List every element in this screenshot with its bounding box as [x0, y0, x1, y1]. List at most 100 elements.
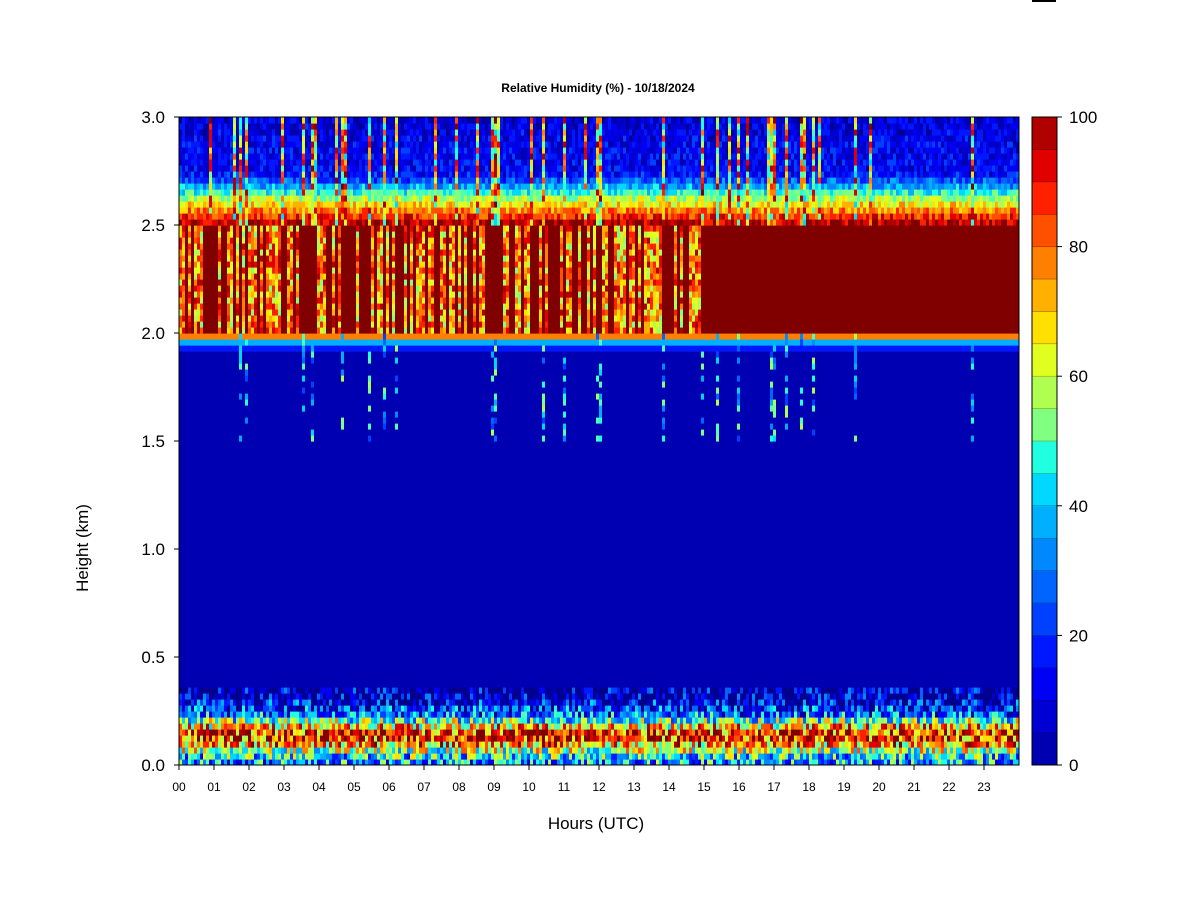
heat-cell	[224, 759, 228, 765]
heat-cell	[233, 591, 237, 598]
heat-cell	[185, 555, 189, 562]
heat-cell	[197, 681, 201, 688]
heat-cell	[215, 699, 219, 706]
heat-cell	[191, 225, 195, 232]
heat-cell	[200, 495, 204, 502]
heat-cell	[206, 441, 210, 448]
heat-cell	[209, 621, 213, 628]
heat-cell	[191, 117, 195, 124]
heat-cell	[218, 519, 222, 526]
heat-cell	[218, 459, 222, 466]
heat-cell	[182, 219, 186, 226]
heat-cell	[218, 435, 222, 442]
heat-cell	[197, 279, 201, 286]
heat-cell	[197, 237, 201, 244]
heat-cell	[212, 531, 216, 538]
heat-cell	[188, 579, 192, 586]
heat-cell	[218, 141, 222, 148]
heat-cell	[209, 477, 213, 484]
heat-cell	[227, 723, 231, 730]
heat-cell	[191, 159, 195, 166]
heat-cell	[200, 591, 204, 598]
heat-cell	[221, 693, 225, 700]
heat-cell	[203, 357, 207, 364]
heat-cell	[206, 681, 210, 688]
heat-cell	[197, 495, 201, 502]
heat-cell	[203, 549, 207, 556]
heat-cell	[215, 591, 219, 598]
heat-cell	[185, 249, 189, 256]
heat-cell	[221, 531, 225, 538]
heat-cell	[227, 471, 231, 478]
heat-cell	[197, 159, 201, 166]
heat-cell	[221, 753, 225, 760]
heat-cell	[179, 459, 183, 466]
heat-cell	[191, 411, 195, 418]
heat-cell	[212, 177, 216, 184]
heat-cell	[230, 687, 234, 694]
heat-cell	[233, 363, 237, 370]
heat-cell	[197, 393, 201, 400]
heat-cell	[221, 159, 225, 166]
heat-cell	[182, 627, 186, 634]
heat-cell	[203, 291, 207, 298]
heat-cell	[197, 477, 201, 484]
heat-cell	[194, 315, 198, 322]
heat-cell	[221, 657, 225, 664]
heat-cell	[224, 735, 228, 742]
heat-cell	[191, 165, 195, 172]
heat-cell	[194, 153, 198, 160]
heat-cell	[215, 291, 219, 298]
heat-cell	[188, 165, 192, 172]
heat-cell	[191, 357, 195, 364]
heat-cell	[209, 573, 213, 580]
heat-cell	[209, 273, 213, 280]
heat-cell	[233, 729, 237, 736]
heat-cell	[179, 621, 183, 628]
heat-cell	[194, 333, 198, 340]
heat-cell	[212, 309, 216, 316]
heat-cell	[206, 303, 210, 310]
heat-cell	[197, 459, 201, 466]
heat-cell	[179, 393, 183, 400]
heat-cell	[194, 471, 198, 478]
heat-cell	[197, 735, 201, 742]
heat-cell	[185, 651, 189, 658]
heat-cell	[185, 753, 189, 760]
heat-cell	[182, 153, 186, 160]
heat-cell	[227, 171, 231, 178]
heat-cell	[230, 159, 234, 166]
heat-cell	[218, 207, 222, 214]
heat-cell	[188, 381, 192, 388]
heat-cell	[197, 309, 201, 316]
heat-cell	[188, 207, 192, 214]
heat-cell	[179, 225, 183, 232]
heat-cell	[209, 135, 213, 142]
heat-cell	[212, 519, 216, 526]
heat-cell	[209, 609, 213, 616]
heat-cell	[215, 633, 219, 640]
heat-cell	[182, 327, 186, 334]
heat-cell	[227, 255, 231, 262]
heat-cell	[218, 183, 222, 190]
heat-cell	[224, 597, 228, 604]
heat-cell	[179, 705, 183, 712]
heat-cell	[233, 609, 237, 616]
heat-cell	[182, 351, 186, 358]
heat-cell	[185, 735, 189, 742]
heat-cell	[182, 681, 186, 688]
heat-cell	[182, 675, 186, 682]
heat-cell	[194, 405, 198, 412]
heat-cell	[230, 399, 234, 406]
heat-cell	[197, 129, 201, 136]
heat-cell	[188, 543, 192, 550]
heat-cell	[221, 387, 225, 394]
heat-cell	[188, 573, 192, 580]
heat-cell	[203, 321, 207, 328]
heat-cell	[200, 639, 204, 646]
heat-cell	[221, 675, 225, 682]
heat-cell	[182, 513, 186, 520]
heat-cell	[197, 363, 201, 370]
heat-cell	[197, 519, 201, 526]
heat-cell	[194, 393, 198, 400]
